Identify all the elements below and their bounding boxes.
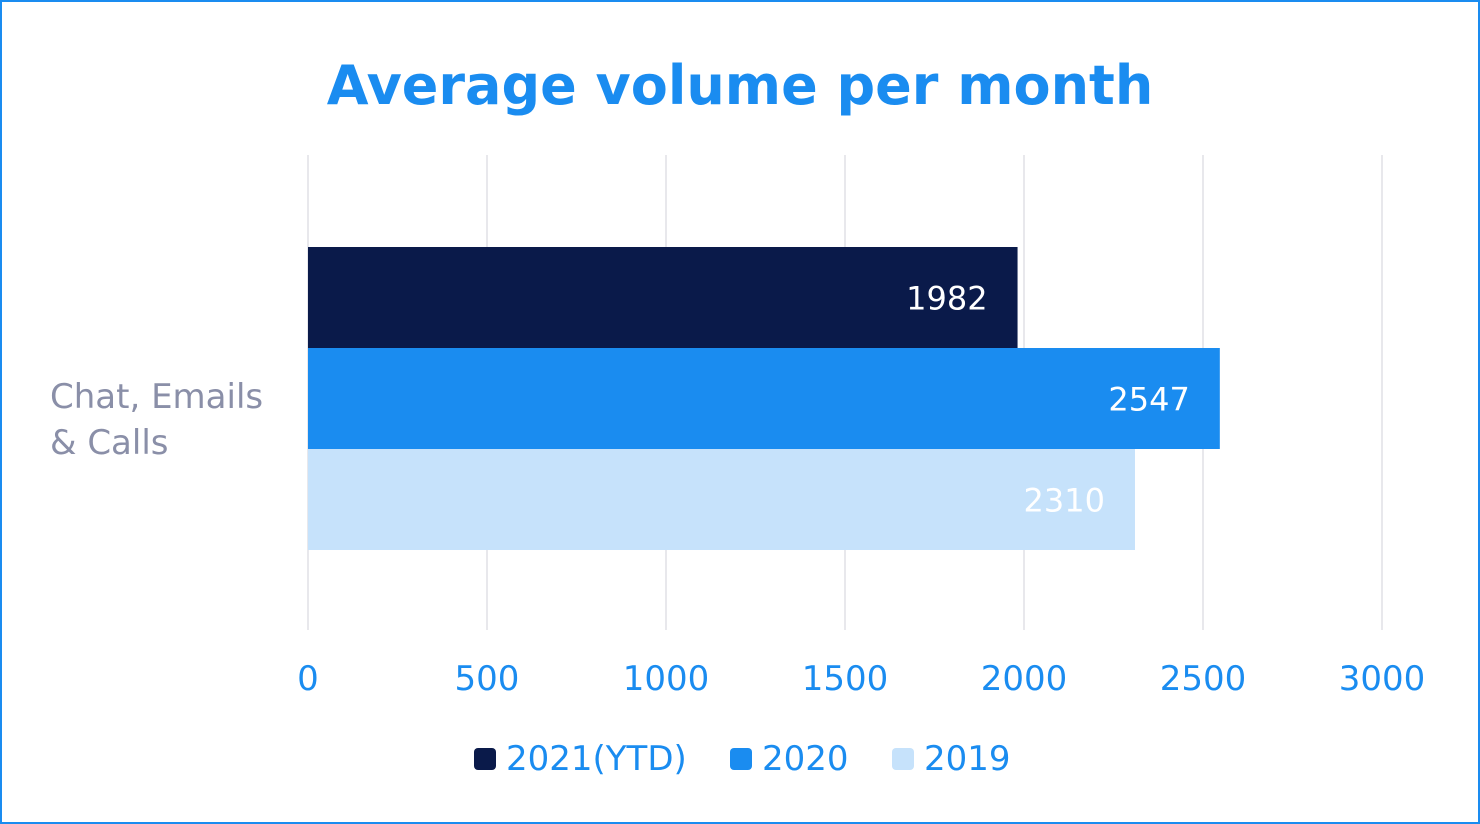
category-labels: Chat, Emails & Calls bbox=[50, 377, 263, 463]
legend-swatch-2019 bbox=[892, 748, 914, 770]
bars: 1982 2547 2310 bbox=[308, 247, 1220, 550]
x-tick-label-0: 0 bbox=[297, 659, 319, 699]
legend-swatch-2020 bbox=[730, 748, 752, 770]
x-tick-label-1000: 1000 bbox=[623, 659, 710, 699]
bar-2021-ytd- bbox=[308, 247, 1018, 348]
category-label-line-2: & Calls bbox=[50, 423, 169, 463]
data-label-2021-ytd-: 1982 bbox=[906, 280, 987, 318]
x-tick-label-1500: 1500 bbox=[802, 659, 889, 699]
bar-2019 bbox=[308, 449, 1135, 550]
legend-label-2019: 2019 bbox=[924, 739, 1011, 779]
chart-title: Average volume per month bbox=[327, 54, 1154, 117]
bar-2020 bbox=[308, 348, 1220, 449]
x-tick-label-500: 500 bbox=[455, 659, 520, 699]
legend: 2021(YTD) 2020 2019 bbox=[474, 739, 1011, 779]
data-label-2019: 2310 bbox=[1024, 482, 1105, 520]
x-tick-label-2000: 2000 bbox=[981, 659, 1068, 699]
x-axis-ticks: 0 500 1000 1500 2000 2500 3000 bbox=[297, 659, 1425, 699]
x-tick-label-3000: 3000 bbox=[1339, 659, 1426, 699]
x-tick-label-2500: 2500 bbox=[1160, 659, 1247, 699]
legend-label-2020: 2020 bbox=[762, 739, 849, 779]
legend-label-2021-ytd-: 2021(YTD) bbox=[506, 739, 687, 779]
data-label-2020: 2547 bbox=[1108, 381, 1189, 419]
legend-swatch-2021-ytd- bbox=[474, 748, 496, 770]
category-label-line-1: Chat, Emails bbox=[50, 377, 263, 417]
